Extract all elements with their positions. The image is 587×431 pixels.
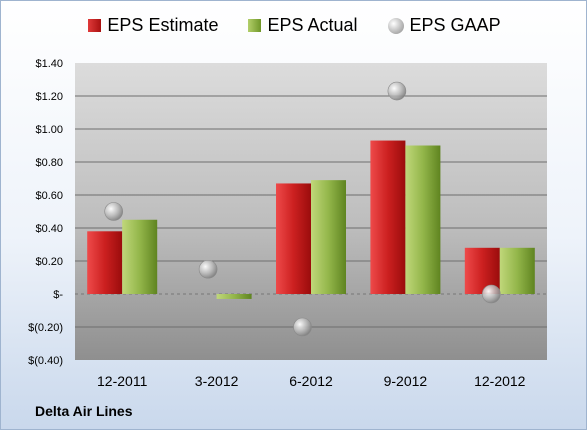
y-tick-label: $0.40 bbox=[35, 223, 63, 235]
estimate-bar bbox=[276, 183, 311, 294]
legend-swatch-estimate bbox=[88, 19, 102, 32]
y-tick-label: $0.20 bbox=[35, 256, 63, 268]
gaap-point bbox=[293, 317, 312, 337]
gaap-point bbox=[198, 259, 218, 279]
y-tick-label: $(0.40) bbox=[28, 355, 63, 367]
x-tick-label: 12-2011 bbox=[97, 373, 148, 389]
x-tick-label: 3-2012 bbox=[195, 373, 239, 389]
y-tick-label: $- bbox=[53, 289, 63, 301]
y-axis: $1.40 $1.20 $1.00 $0.80 $0.60 $0.40 $0.20 $- $(0… bbox=[28, 58, 63, 367]
legend-swatch-actual bbox=[248, 19, 262, 32]
gaap-point bbox=[104, 202, 123, 221]
y-tick-label: $(0.20) bbox=[28, 322, 63, 334]
legend-label-actual: EPS Actual bbox=[267, 15, 358, 35]
bars bbox=[87, 140, 535, 299]
gaap-point bbox=[387, 81, 407, 101]
estimate-bar bbox=[370, 140, 406, 294]
actual-bar bbox=[122, 219, 158, 294]
legend-item-estimate: EPS Estimate bbox=[88, 15, 218, 36]
actual-bar bbox=[499, 247, 535, 294]
legend: EPS Estimate EPS Actual EPS GAAP bbox=[1, 15, 587, 36]
y-tick-label: $1.00 bbox=[35, 124, 63, 136]
actual-bar bbox=[405, 145, 441, 294]
x-tick-label: 6-2012 bbox=[289, 373, 333, 389]
legend-label-gaap: EPS GAAP bbox=[409, 15, 501, 35]
x-axis: 12-2011 3-2012 6-2012 9-2012 12-2012 bbox=[97, 373, 526, 389]
legend-swatch-gaap bbox=[387, 17, 404, 34]
company-name: Delta Air Lines bbox=[35, 403, 133, 419]
y-tick-label: $1.40 bbox=[35, 58, 63, 70]
gaap-point bbox=[481, 284, 501, 304]
y-tick-label: $0.80 bbox=[35, 157, 63, 169]
estimate-bar bbox=[87, 231, 123, 294]
y-tick-label: $0.60 bbox=[35, 190, 63, 202]
legend-label-estimate: EPS Estimate bbox=[107, 15, 219, 35]
legend-item-actual: EPS Actual bbox=[248, 15, 358, 36]
x-tick-label: 9-2012 bbox=[384, 373, 428, 389]
legend-item-gaap: EPS GAAP bbox=[387, 15, 501, 36]
actual-bar bbox=[216, 294, 252, 299]
gaap-points bbox=[104, 81, 501, 337]
y-tick-label: $1.20 bbox=[35, 91, 63, 103]
x-tick-label: 12-2012 bbox=[474, 373, 526, 389]
actual-bar bbox=[311, 180, 346, 294]
